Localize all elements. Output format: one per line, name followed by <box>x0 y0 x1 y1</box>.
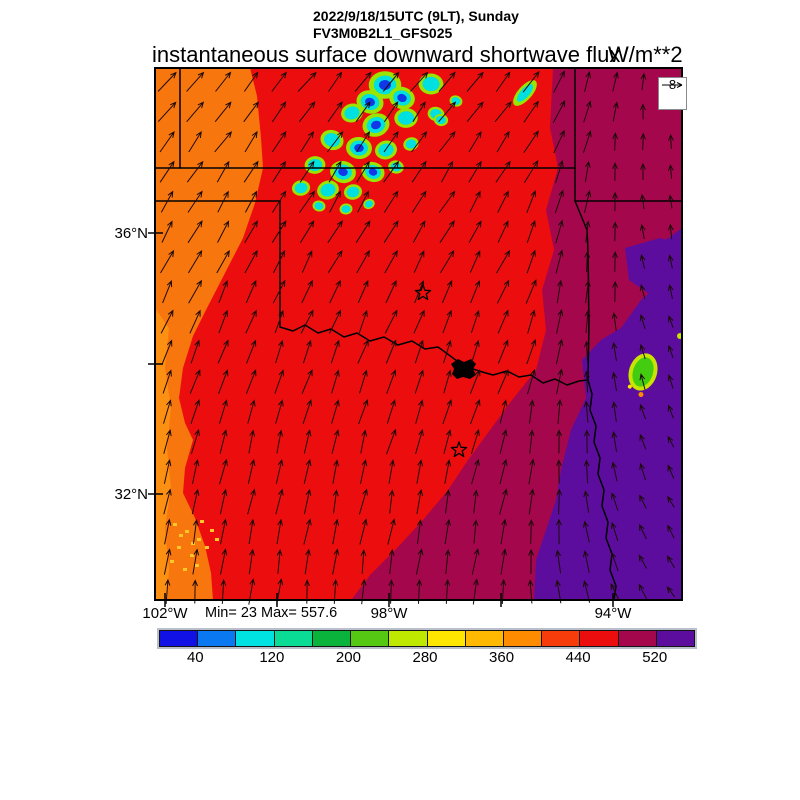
colorbar-cell <box>235 630 275 647</box>
field-speckle <box>190 554 194 557</box>
lon-label: 94°W <box>594 605 632 622</box>
colorbar-cell <box>617 630 657 647</box>
lake-texoma <box>451 359 476 379</box>
plot-units: W/m**2 <box>608 42 683 67</box>
cloud-blob <box>341 103 363 123</box>
cloud-blob <box>362 113 390 137</box>
cloud-blob <box>394 108 418 128</box>
wind-reference-arrow-icon <box>662 82 683 88</box>
field-speckle <box>210 529 214 532</box>
colorbar-cell <box>273 630 313 647</box>
cloud-blob <box>433 113 449 127</box>
plot-title: instantaneous surface downward shortwave… <box>152 42 621 67</box>
field-speckle <box>195 564 199 567</box>
field-speckle <box>215 538 219 541</box>
cloud-blob <box>513 80 537 106</box>
green-spot <box>627 353 658 397</box>
model-run-label: FV3M0B2L1_GFS025 <box>313 25 453 41</box>
city-star-markers <box>414 284 468 458</box>
lon-label: 102°W <box>142 605 188 622</box>
colorbar-cell <box>388 630 428 647</box>
wind-arrows <box>157 70 676 605</box>
colorbar-cell <box>159 630 199 647</box>
plot-datetime: 2022/9/18/15UTC (9LT), Sunday <box>313 8 519 24</box>
cloud-blob <box>363 198 375 210</box>
field-speckle <box>183 568 187 571</box>
wind-vectors-layer <box>157 70 676 605</box>
colorbar-tick-label: 360 <box>489 649 515 666</box>
colorbar-tick-label: 280 <box>412 649 438 666</box>
field-speckle <box>185 530 189 533</box>
field-speckle <box>177 546 181 549</box>
map-frame <box>154 67 683 601</box>
field-purple-patch <box>625 238 682 298</box>
colorbar-tick-label: 520 <box>642 649 668 666</box>
map-canvas <box>148 67 683 607</box>
field-speckle <box>179 534 183 537</box>
colorbar-cell <box>311 630 352 647</box>
city-star <box>414 284 432 301</box>
flux-field-layer <box>155 68 683 600</box>
colorbar-cell <box>502 630 543 647</box>
cloud-blob <box>317 180 339 200</box>
field-speckle <box>191 542 195 545</box>
border-tx-ar-la <box>587 379 617 601</box>
colorbar-cell <box>426 630 466 647</box>
lon-label: 98°W <box>370 605 408 622</box>
colorbar-cell <box>655 630 696 647</box>
map-panel: 8 <box>148 67 687 607</box>
cloud-blob <box>339 203 353 215</box>
wind-reference-box: 8 <box>658 77 687 110</box>
cloud-blob <box>330 160 356 184</box>
colorbar-tick-label: 120 <box>259 649 285 666</box>
field-speckle <box>205 546 209 549</box>
lat-label: 32°N <box>114 486 148 503</box>
cloud-blob <box>343 184 363 200</box>
colorbar-cell <box>350 630 390 647</box>
colorbar-tick-label: 440 <box>565 649 591 666</box>
colorbar-cell <box>579 630 619 647</box>
city-star <box>450 441 468 458</box>
field-speckle <box>170 560 174 563</box>
lat-label: 36°N <box>114 225 148 242</box>
cloud-blob <box>418 73 444 95</box>
cloud-blob <box>291 180 311 196</box>
field-speckle <box>173 523 177 526</box>
colorbar-cell <box>464 630 504 647</box>
cloud-blob <box>312 200 326 212</box>
cloud-blob <box>361 161 385 183</box>
field-bright-orange-strip <box>155 308 171 600</box>
colorbar-cell <box>541 630 581 647</box>
colorbar-cell <box>197 630 237 647</box>
colorbar-tick-label: 200 <box>335 649 361 666</box>
red-river <box>279 324 589 386</box>
colorbar <box>157 628 697 649</box>
field-speckle <box>197 538 201 541</box>
field-speckle <box>200 520 204 523</box>
min-max-stats: Min= 23 Max= 557.6 <box>205 605 338 621</box>
colorbar-tick-label: 40 <box>186 649 204 666</box>
